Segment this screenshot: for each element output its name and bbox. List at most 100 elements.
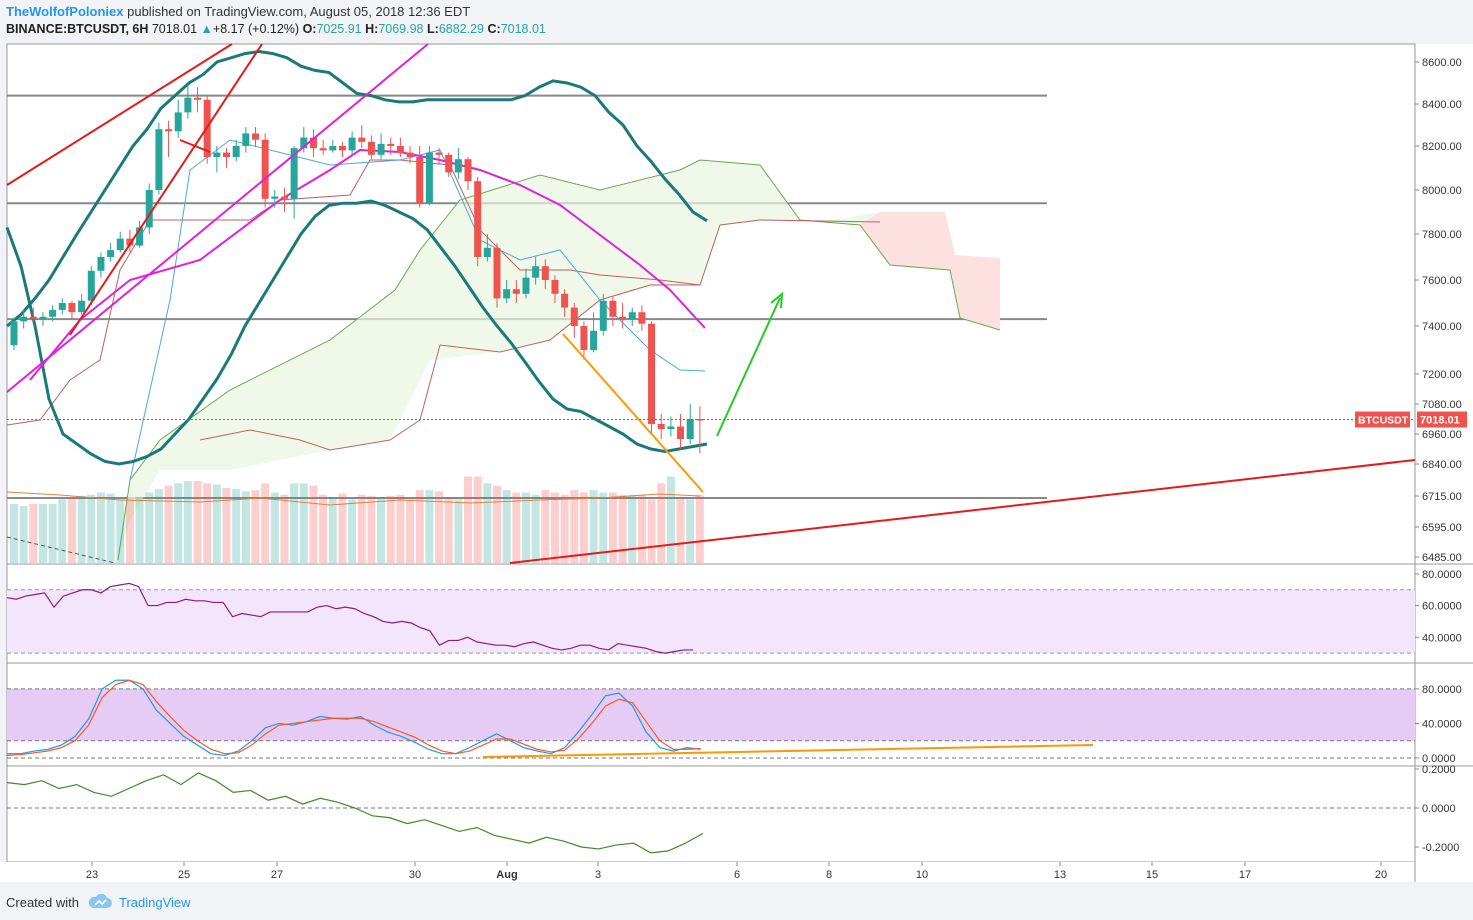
candle-body	[445, 154, 453, 173]
time-tick-label: 13	[1054, 869, 1066, 881]
candle-body	[570, 307, 578, 326]
symbol-price-tag	[1355, 411, 1410, 428]
volume-bar	[328, 497, 337, 563]
candle-body	[58, 303, 66, 310]
candle-body	[561, 293, 569, 308]
stoch-tick-label: 40.0000	[1422, 718, 1462, 730]
osc-tick-label: 0.0000	[1422, 803, 1456, 815]
volume-bar	[338, 493, 347, 563]
volume-bar	[579, 492, 588, 563]
volume-bar	[164, 485, 173, 563]
candle-body	[165, 129, 173, 132]
support-trendline	[509, 459, 1416, 564]
volume-bar	[666, 476, 675, 563]
leading-span-a	[117, 159, 1001, 561]
volume-bar	[637, 494, 646, 563]
volume-bar	[599, 492, 608, 563]
volume-bar	[483, 483, 492, 563]
volume-bar	[686, 499, 695, 563]
dashed-trendline	[6, 536, 116, 564]
footer: Created with TradingView	[6, 894, 191, 910]
candle-body	[493, 247, 501, 299]
candle-body	[367, 141, 375, 155]
tradingview-cloud-icon	[88, 894, 112, 908]
wedge-line-orange	[562, 333, 704, 493]
volume-bar	[183, 481, 192, 563]
volume-bar	[212, 484, 221, 563]
candle-body	[387, 143, 395, 146]
time-tick-label: 27	[271, 869, 283, 881]
candle-body	[638, 312, 646, 324]
volume-bar	[367, 495, 376, 563]
stoch-tick-label: 80.0000	[1422, 684, 1462, 696]
candle-body	[116, 238, 124, 251]
stoch-band	[7, 688, 1415, 741]
author-link[interactable]: TheWolfofPoloniex	[6, 4, 124, 19]
volume-bar	[145, 492, 154, 563]
candle-body	[609, 300, 617, 317]
conversion-line	[129, 139, 706, 481]
price-tick-label: 7400.00	[1422, 321, 1462, 333]
candle-body	[435, 152, 443, 155]
price-axis-area	[1415, 44, 1473, 862]
candle-body	[280, 196, 288, 199]
volume-bar	[77, 495, 86, 563]
chart-canvas[interactable]: 8600.00 8400.00 8200.00 8000.00 7800.00 7600.…	[0, 0, 1473, 890]
bollinger-lower-band	[5, 199, 708, 466]
volume-bar	[493, 485, 501, 563]
candle-body	[580, 326, 588, 350]
volume-bar	[290, 483, 299, 563]
volume-bar	[560, 494, 569, 563]
volume-ma-line	[6, 491, 701, 506]
price-tick-label: 6840.00	[1422, 459, 1462, 471]
volume-bar	[464, 476, 473, 563]
volume-bar	[357, 494, 366, 563]
candle-body	[628, 312, 636, 320]
volume-bar	[125, 499, 134, 563]
time-tick-label: 8	[826, 869, 832, 881]
volume-bar	[251, 490, 260, 563]
volume-bar	[48, 503, 57, 563]
ichimoku-cloud	[118, 160, 1000, 560]
candle-body	[290, 148, 298, 199]
volume-bar	[435, 491, 444, 563]
trendline-red	[69, 43, 263, 336]
candle-body	[512, 289, 520, 294]
trendline-magenta	[6, 43, 429, 393]
candle-body	[10, 321, 18, 346]
projection-arrow	[716, 297, 781, 437]
volume-bar	[135, 497, 144, 563]
candle-body	[686, 419, 694, 439]
time-tick-label: 23	[86, 869, 98, 881]
tradingview-brand[interactable]: TradingView	[118, 894, 191, 910]
candle-body	[49, 309, 57, 317]
volume-bar	[512, 492, 521, 563]
volume-bar	[425, 490, 434, 563]
rsi-tick-label: 60.0000	[1422, 601, 1462, 613]
price-tick-label: 8400.00	[1422, 99, 1462, 111]
time-tick-label: 3	[595, 869, 601, 881]
volume-bar	[193, 481, 202, 563]
stoch-tick-label: 0.0000	[1422, 753, 1456, 765]
volume-bar	[695, 494, 704, 563]
symbol-label: BINANCE:BTCUSDT, 6H	[6, 22, 149, 36]
price-tag-symbol: BTCUSDT	[1358, 415, 1409, 427]
volume-bar	[657, 483, 666, 563]
candle-body	[551, 280, 559, 294]
close-value: 7018.01	[500, 22, 546, 36]
bollinger-upper-band	[6, 49, 708, 328]
volume-bar	[521, 492, 530, 563]
volume-bar	[531, 494, 540, 563]
volume-bar	[280, 494, 289, 563]
stoch-trendline	[482, 744, 1094, 758]
candle-body	[667, 426, 675, 429]
volume-bar	[96, 492, 105, 563]
candle-body	[619, 316, 627, 320]
price-tick-label: 7600.00	[1422, 275, 1462, 287]
volume-bar	[309, 485, 318, 563]
candle-body	[319, 148, 327, 151]
candle-body	[145, 190, 153, 228]
volume-bar	[676, 497, 685, 563]
time-axis-area	[0, 862, 1473, 882]
price-tick-label: 7080.00	[1422, 399, 1462, 411]
